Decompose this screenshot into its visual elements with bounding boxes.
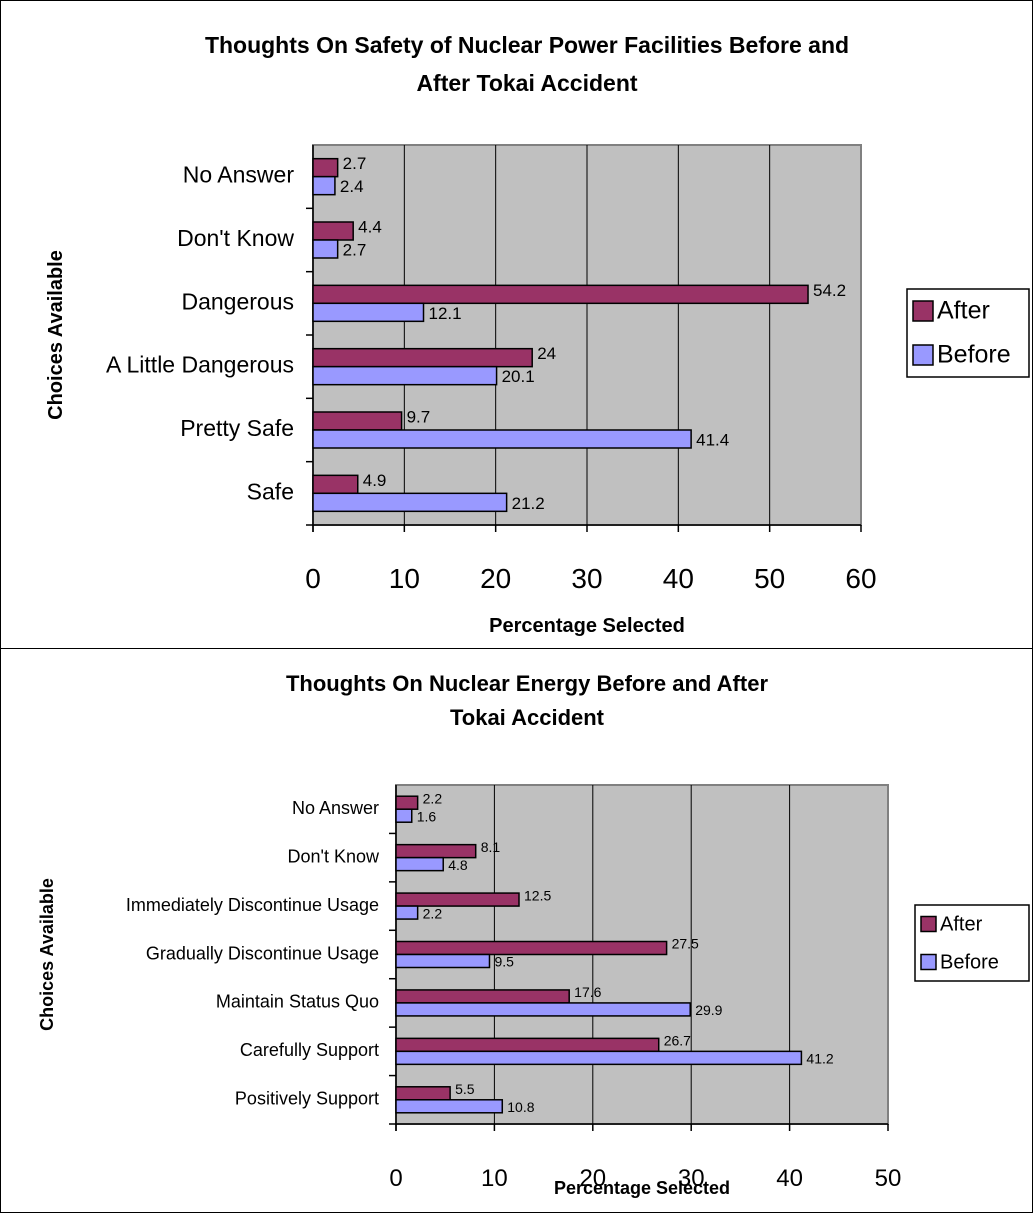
bar-before <box>395 953 491 969</box>
data-label-after: 24 <box>537 344 556 363</box>
x-tick-label: 30 <box>571 563 602 594</box>
data-label-after: 2.2 <box>423 790 443 806</box>
bar-before <box>312 365 498 386</box>
chart-title-line1: Thoughts On Nuclear Energy Before and Af… <box>286 671 768 696</box>
bar-before <box>312 492 508 513</box>
x-tick-label: 40 <box>776 1165 803 1192</box>
bar-before <box>395 1099 504 1114</box>
category-label: Carefully Support <box>240 1040 379 1060</box>
x-tick-label: 40 <box>663 563 694 594</box>
bar-after <box>312 157 339 178</box>
bar-after <box>395 1037 660 1053</box>
data-label-after: 17.6 <box>574 984 601 1000</box>
category-label: Maintain Status Quo <box>216 992 379 1012</box>
x-tick-label: 60 <box>845 563 876 594</box>
bar-after <box>395 989 570 1004</box>
legend-label-after: After <box>940 913 983 935</box>
x-tick-label: 0 <box>389 1165 402 1192</box>
category-label: Don't Know <box>177 225 294 251</box>
category-label: Immediately Discontinue Usage <box>126 895 379 915</box>
data-label-after: 2.7 <box>343 154 367 173</box>
data-label-before: 1.6 <box>417 808 437 824</box>
bar-after <box>395 940 668 956</box>
chart-title-line1: Thoughts On Safety of Nuclear Power Faci… <box>205 32 849 58</box>
legend-swatch-after <box>920 915 937 933</box>
y-axis-title: Choices Available <box>45 250 67 420</box>
data-label-after: 8.1 <box>481 839 501 855</box>
bar-after <box>395 795 419 810</box>
x-tick-label: 10 <box>481 1165 508 1192</box>
data-label-before: 2.7 <box>343 240 367 259</box>
bar-after <box>395 1086 451 1101</box>
x-tick-label: 20 <box>480 563 511 594</box>
category-label: Dangerous <box>181 288 294 314</box>
data-label-before: 2.4 <box>340 177 364 196</box>
safety-chart-svg: Thoughts On Safety of Nuclear Power Faci… <box>45 32 1030 637</box>
legend-label-before: Before <box>937 341 1011 369</box>
data-label-before: 4.8 <box>448 857 468 873</box>
x-tick-label: 50 <box>875 1165 902 1192</box>
bar-before <box>312 429 692 449</box>
category-label: Pretty Safe <box>180 415 294 441</box>
bar-before <box>395 808 413 823</box>
data-label-after: 4.9 <box>363 471 387 490</box>
bar-before <box>395 1002 691 1017</box>
x-axis-title: Percentage Selected <box>554 1178 730 1198</box>
x-tick-label: 10 <box>389 563 420 594</box>
data-label-after: 54.2 <box>813 281 846 300</box>
category-label: No Answer <box>183 162 295 188</box>
bar-after <box>312 474 359 495</box>
data-label-after: 27.5 <box>672 936 699 952</box>
bar-after <box>312 411 403 431</box>
chart-title-line2: Tokai Accident <box>450 705 605 730</box>
data-label-after: 12.5 <box>524 887 551 903</box>
bar-before <box>395 1050 803 1066</box>
category-label: A Little Dangerous <box>106 352 294 378</box>
x-axis-title: Percentage Selected <box>489 615 685 637</box>
safety-chart: Thoughts On Safety of Nuclear Power Faci… <box>0 0 1033 649</box>
x-tick-label: 30 <box>678 1165 705 1192</box>
bar-after <box>395 843 477 859</box>
category-label: Positively Support <box>235 1089 379 1109</box>
bar-before <box>395 905 419 920</box>
x-tick-label: 20 <box>579 1165 606 1192</box>
bar-before <box>312 239 339 259</box>
category-label: Don't Know <box>288 846 380 866</box>
data-label-before: 9.5 <box>494 954 514 970</box>
bar-after <box>395 892 520 907</box>
bar-before <box>312 302 425 323</box>
bar-after <box>312 347 533 368</box>
energy-chart: Thoughts On Nuclear Energy Before and Af… <box>0 648 1033 1213</box>
chart-title-line2: After Tokai Accident <box>416 70 637 96</box>
data-label-after: 26.7 <box>664 1033 691 1049</box>
legend-label-before: Before <box>940 951 999 973</box>
y-axis-title: Choices Available <box>37 878 57 1031</box>
energy-chart-svg: Thoughts On Nuclear Energy Before and Af… <box>37 671 1030 1198</box>
data-label-before: 2.2 <box>423 905 443 921</box>
x-tick-label: 0 <box>305 563 321 594</box>
category-label: Gradually Discontinue Usage <box>146 943 379 963</box>
data-label-before: 12.1 <box>429 304 462 323</box>
legend-swatch-before <box>912 344 934 366</box>
bar-after <box>312 284 809 305</box>
data-label-before: 21.2 <box>512 494 545 513</box>
category-label: Safe <box>247 478 294 504</box>
data-label-before: 29.9 <box>695 1002 722 1018</box>
bar-before <box>395 856 444 872</box>
legend-label-after: After <box>937 297 990 325</box>
legend-swatch-before <box>920 953 937 971</box>
data-label-before: 20.1 <box>502 367 535 386</box>
data-label-after: 4.4 <box>358 217 382 236</box>
category-label: No Answer <box>292 798 379 818</box>
data-label-before: 10.8 <box>507 1099 534 1115</box>
data-label-before: 41.4 <box>696 430 729 449</box>
x-tick-label: 50 <box>754 563 785 594</box>
bar-after <box>312 221 354 241</box>
data-label-after: 5.5 <box>455 1081 475 1097</box>
bar-before <box>312 175 336 196</box>
legend-swatch-after <box>912 300 934 322</box>
data-label-after: 9.7 <box>407 407 431 426</box>
data-label-before: 41.2 <box>806 1051 833 1067</box>
